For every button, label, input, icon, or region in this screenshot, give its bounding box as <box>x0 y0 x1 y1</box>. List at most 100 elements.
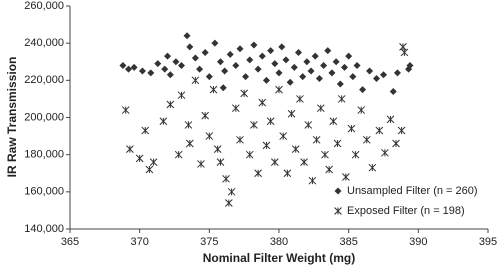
point <box>191 54 199 62</box>
point <box>325 165 334 174</box>
y-tick-label: 220,000 <box>24 74 64 86</box>
point <box>213 145 222 153</box>
point <box>216 58 224 66</box>
point <box>336 80 344 88</box>
point <box>236 45 244 53</box>
x-tick-label: 380 <box>270 236 288 248</box>
point <box>307 67 315 75</box>
point <box>254 65 262 73</box>
point <box>232 61 240 69</box>
point <box>242 73 250 81</box>
point <box>201 48 209 56</box>
point <box>340 63 348 71</box>
point <box>245 150 254 159</box>
point <box>196 65 204 73</box>
point <box>299 73 307 81</box>
point <box>290 63 298 71</box>
point <box>368 163 377 172</box>
point <box>135 154 144 163</box>
point <box>311 52 319 60</box>
y-tick-label: 180,000 <box>24 149 64 161</box>
point <box>149 158 158 166</box>
point <box>246 56 254 64</box>
point <box>399 43 407 51</box>
point <box>321 150 329 159</box>
point <box>267 47 275 55</box>
point <box>201 111 210 120</box>
y-tick-label: 260,000 <box>24 0 64 12</box>
point <box>312 135 321 144</box>
point <box>392 139 400 148</box>
legend-marker <box>334 207 342 215</box>
point <box>315 74 323 82</box>
point <box>191 76 200 85</box>
point <box>300 158 308 166</box>
point <box>177 61 185 69</box>
point <box>295 48 303 56</box>
x-tick-label: 365 <box>61 236 79 248</box>
x-tick-label: 395 <box>479 236 497 248</box>
point <box>324 47 332 55</box>
point <box>145 165 154 174</box>
point <box>345 52 353 60</box>
point <box>172 58 180 66</box>
point <box>397 126 406 135</box>
point <box>154 60 162 68</box>
point <box>349 73 357 81</box>
point <box>227 187 236 196</box>
point <box>304 121 313 129</box>
point <box>351 150 360 159</box>
point <box>271 60 279 68</box>
x-tick-label: 385 <box>339 236 357 248</box>
point <box>184 121 193 129</box>
point <box>282 56 290 64</box>
point <box>258 98 267 107</box>
point <box>389 87 397 95</box>
point <box>126 145 134 153</box>
point <box>287 109 296 118</box>
x-tick-label: 370 <box>130 236 148 248</box>
point <box>275 69 283 77</box>
point <box>177 91 186 100</box>
point <box>278 43 286 51</box>
point <box>216 158 225 166</box>
point <box>119 61 127 69</box>
point <box>262 141 271 150</box>
point <box>373 74 381 82</box>
point <box>308 176 317 185</box>
point <box>353 61 361 69</box>
point <box>359 86 367 94</box>
point <box>130 63 138 71</box>
point <box>205 132 214 140</box>
point <box>186 43 194 51</box>
point <box>303 58 311 66</box>
point <box>125 65 133 73</box>
point <box>332 58 340 66</box>
point <box>279 132 288 140</box>
point <box>121 106 130 114</box>
x-tick-label: 375 <box>200 236 218 248</box>
point <box>406 61 414 69</box>
point <box>226 50 234 58</box>
point <box>161 65 169 73</box>
point <box>147 69 155 77</box>
point <box>250 121 258 129</box>
point <box>219 84 227 92</box>
point <box>366 67 374 75</box>
point <box>347 124 356 133</box>
point <box>221 67 229 75</box>
point <box>337 95 346 103</box>
point <box>262 76 270 84</box>
legend-label: Exposed Filter (n = 198) <box>347 205 465 217</box>
y-axis-title: IR Raw Transmission <box>5 57 19 178</box>
point <box>296 95 304 103</box>
point <box>266 117 275 126</box>
point <box>197 160 205 168</box>
point <box>250 41 258 49</box>
y-tick-label: 240,000 <box>24 37 64 49</box>
point <box>320 61 328 69</box>
point <box>231 104 240 113</box>
point <box>283 169 292 178</box>
point <box>375 126 384 135</box>
point <box>342 173 350 181</box>
